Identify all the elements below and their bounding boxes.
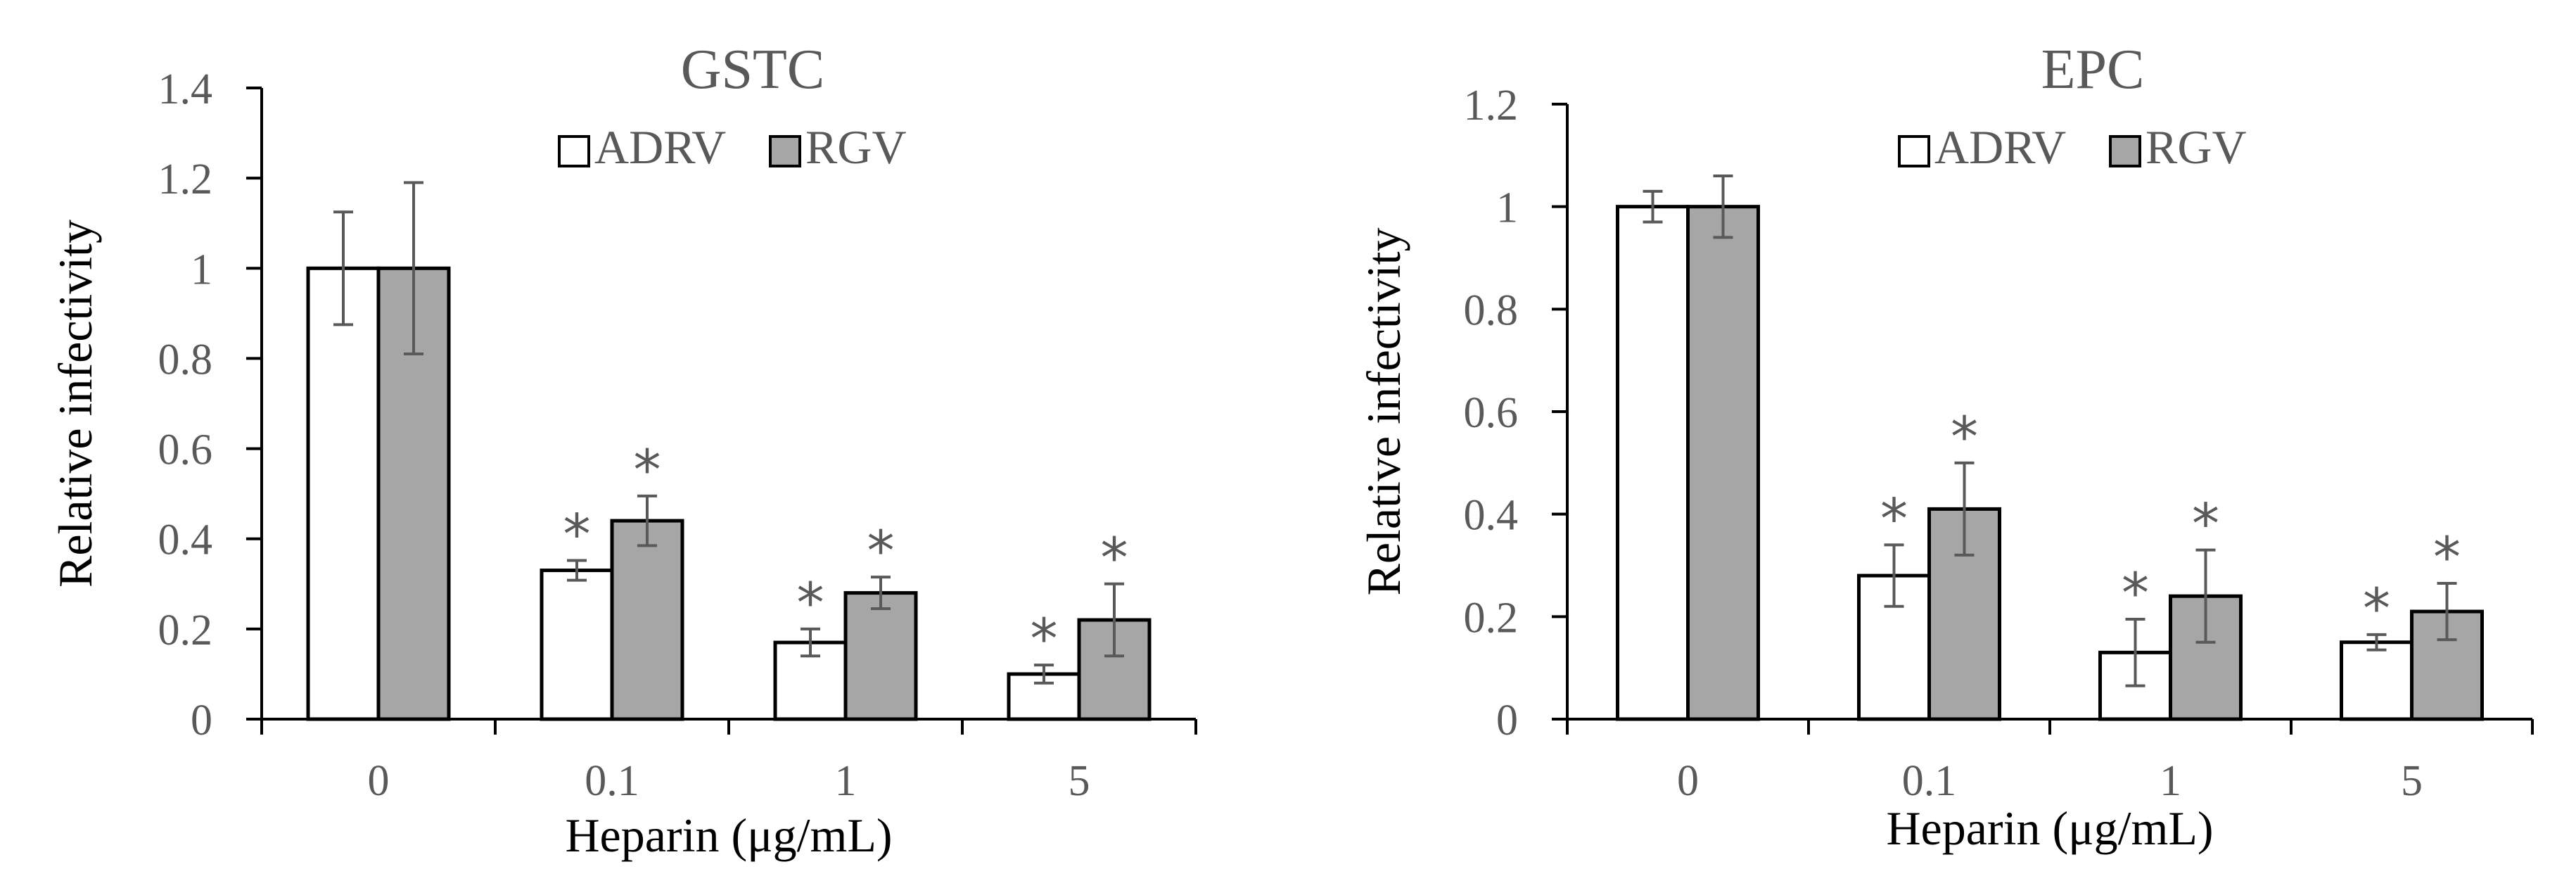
legend: ADRV RGV — [1898, 120, 2247, 174]
chart-gstc: 0 0.2 0.4 0.6 0.8 1 1.2 1.4 0 0.1 1 5 * * * * * * GSTC ADRV… — [49, 39, 1197, 862]
y-tick-label: 1.4 — [158, 65, 213, 113]
y-tick-label: 1.2 — [1464, 82, 1519, 129]
bar-rgv-1 — [843, 591, 918, 721]
y-axis-title: Relative infectivity — [1357, 227, 1410, 595]
y-tick-label: 0.6 — [1464, 389, 1519, 437]
y-tick-label: 0.8 — [1464, 286, 1519, 334]
y-tick-label: 0.4 — [1464, 492, 1519, 540]
error-bar-adrv-5 — [1034, 664, 1054, 685]
x-tick-label: 0 — [368, 757, 390, 805]
bar-adrv-0-1 — [540, 569, 614, 721]
x-axis-title: Heparin (μg/mL) — [565, 808, 892, 862]
error-bar-rgv-0 — [404, 181, 423, 356]
y-tick-label: 1 — [191, 246, 212, 293]
significance-star: * — [2192, 493, 2219, 557]
y-axis-title: Relative infectivity — [49, 220, 102, 588]
x-tick-label: 5 — [1069, 757, 1090, 805]
y-tick-label: 0.6 — [158, 426, 213, 474]
significance-star: * — [867, 520, 895, 583]
error-bar-adrv-0-1 — [1884, 543, 1904, 608]
x-tick-label: 0.1 — [1902, 757, 1957, 805]
y-tick-label: 0.4 — [158, 516, 213, 564]
legend-swatch-rgv — [769, 135, 801, 167]
error-bar-rgv-5 — [2437, 581, 2457, 642]
significance-star: * — [1880, 488, 1908, 551]
significance-star: * — [2363, 578, 2390, 641]
y-tick-label: 0.8 — [158, 336, 213, 383]
legend-swatch-adrv — [558, 135, 590, 167]
bar-adrv-5 — [2340, 640, 2414, 721]
error-bar-adrv-0 — [1643, 189, 1663, 224]
significance-star: * — [634, 439, 661, 502]
bar-adrv-0 — [1616, 205, 1690, 721]
legend-label-adrv: ADRV — [594, 120, 726, 174]
x-tick-label: 0.1 — [585, 757, 639, 805]
error-bar-adrv-0 — [333, 210, 353, 326]
x-tick-label: 1 — [2160, 757, 2181, 805]
legend: ADRV RGV — [558, 120, 907, 174]
y-tick-label: 1 — [1496, 184, 1518, 232]
bar-rgv-0-1 — [1927, 507, 2001, 721]
x-tick-label: 1 — [835, 757, 857, 805]
error-bar-rgv-5 — [1104, 582, 1124, 658]
y-tick-label: 0 — [191, 697, 212, 744]
error-bar-adrv-5 — [2366, 633, 2387, 652]
bar-rgv-5 — [2410, 609, 2484, 721]
significance-star: * — [797, 572, 824, 635]
chart-title: EPC — [2041, 39, 2145, 101]
significance-star: * — [2122, 562, 2149, 626]
x-tick-label: 0 — [1677, 757, 1699, 805]
significance-star: * — [1031, 608, 1058, 671]
chart-epc: 0 0.2 0.4 0.6 0.8 1 1.2 0 0.1 1 5 * * * * * * EPC ADRV RGV H… — [1357, 39, 2534, 855]
x-tick-label: 5 — [2401, 757, 2423, 805]
legend-label-rgv: RGV — [2145, 120, 2247, 174]
legend-label-adrv: ADRV — [1934, 120, 2066, 174]
significance-star: * — [1101, 527, 1128, 590]
bar-adrv-0 — [306, 266, 381, 721]
error-bar-rgv-1 — [871, 576, 891, 611]
significance-star: * — [563, 503, 591, 566]
error-bar-rgv-1 — [2195, 548, 2216, 644]
bar-rgv-1 — [2169, 594, 2243, 721]
legend-swatch-rgv — [2109, 135, 2141, 167]
y-tick-label: 0.2 — [1464, 594, 1519, 642]
bar-rgv-0-1 — [610, 519, 684, 721]
chart-title: GSTC — [681, 39, 825, 101]
y-tick-label: 0 — [1496, 697, 1518, 744]
significance-star: * — [1951, 406, 1978, 469]
significance-star: * — [2433, 526, 2461, 590]
error-bar-adrv-0-1 — [567, 559, 587, 582]
error-bar-rgv-0-1 — [1954, 461, 1975, 557]
error-bar-rgv-0 — [1713, 174, 1733, 239]
bar-rgv-0 — [1686, 205, 1760, 721]
error-bar-rgv-0-1 — [637, 494, 657, 547]
legend-swatch-adrv — [1898, 135, 1930, 167]
error-bar-adrv-1 — [801, 627, 820, 658]
legend-label-rgv: RGV — [805, 120, 907, 174]
error-bar-adrv-1 — [2125, 617, 2145, 687]
y-tick-label: 0.2 — [158, 607, 213, 654]
x-axis-title: Heparin (μg/mL) — [1886, 801, 2213, 855]
y-tick-label: 1.2 — [158, 156, 213, 203]
